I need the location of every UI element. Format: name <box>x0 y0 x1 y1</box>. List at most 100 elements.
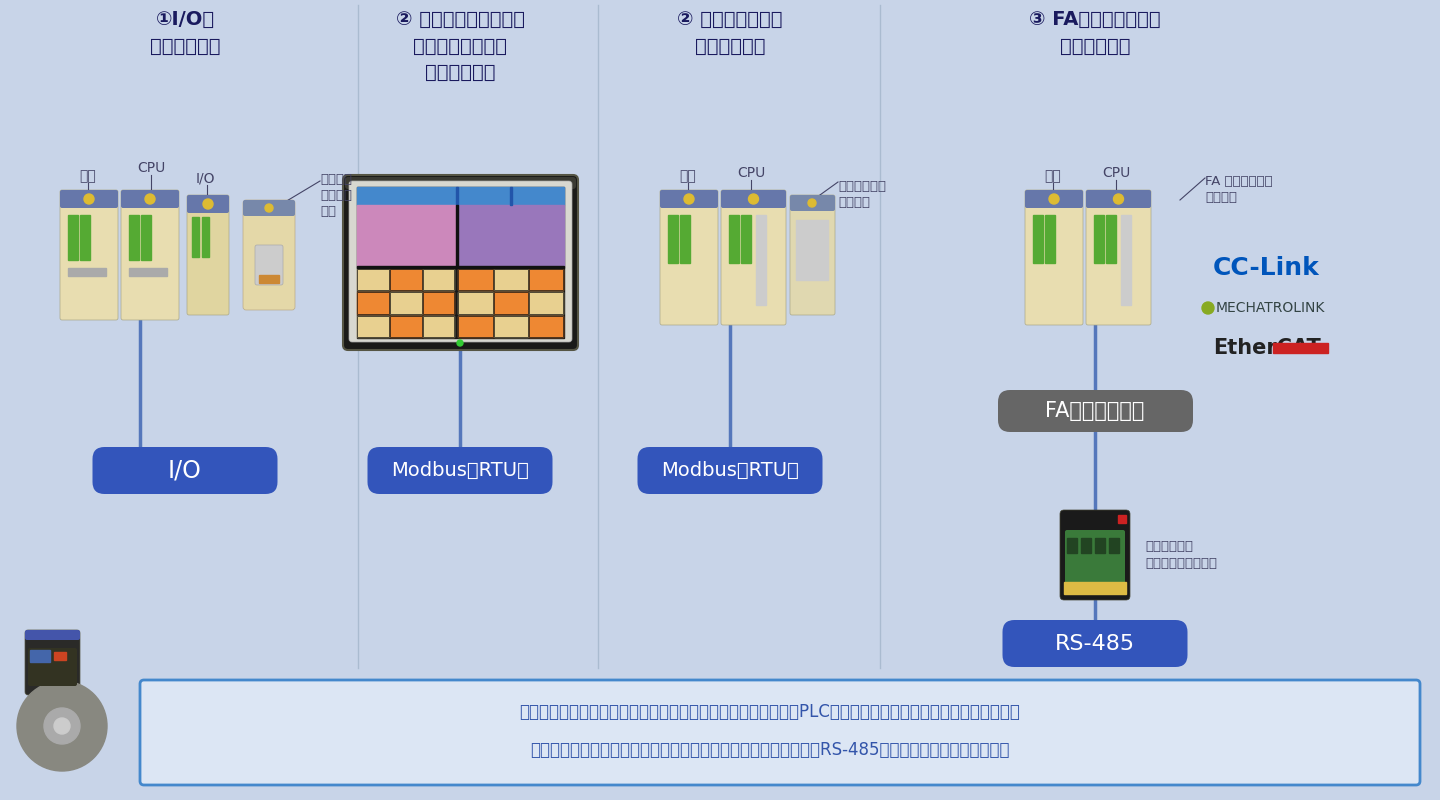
FancyBboxPatch shape <box>255 245 284 285</box>
FancyBboxPatch shape <box>660 190 719 208</box>
Bar <box>528 293 563 314</box>
Bar <box>494 316 528 338</box>
Bar <box>494 269 528 290</box>
Bar <box>528 316 563 338</box>
Bar <box>259 275 279 283</box>
Bar <box>422 316 455 338</box>
Bar <box>528 316 563 338</box>
Text: ③ FAネットワークで
制御する場合: ③ FAネットワークで 制御する場合 <box>1030 10 1161 55</box>
Circle shape <box>684 194 694 204</box>
Text: CPU: CPU <box>737 166 765 180</box>
Bar <box>458 205 564 266</box>
Text: EtherCAT.: EtherCAT. <box>1212 338 1325 358</box>
FancyBboxPatch shape <box>721 190 786 325</box>
Bar <box>422 293 455 314</box>
FancyBboxPatch shape <box>1060 510 1130 600</box>
Bar <box>680 215 690 263</box>
Bar <box>422 269 455 290</box>
Bar <box>456 187 458 205</box>
FancyBboxPatch shape <box>1025 190 1083 325</box>
Bar <box>1109 538 1119 553</box>
FancyBboxPatch shape <box>60 190 118 320</box>
Bar <box>1081 538 1092 553</box>
Bar <box>30 650 50 662</box>
Bar <box>494 293 528 314</box>
Text: Modbus（RTU）: Modbus（RTU） <box>392 461 528 480</box>
Bar <box>458 316 492 338</box>
Bar <box>494 316 528 338</box>
FancyBboxPatch shape <box>24 630 81 695</box>
Bar <box>357 293 389 314</box>
Bar <box>390 293 422 314</box>
Circle shape <box>17 681 107 771</box>
Text: ①I/Oで
制御する場合: ①I/Oで 制御する場合 <box>150 10 220 55</box>
Bar <box>390 269 422 290</box>
Circle shape <box>45 708 81 744</box>
FancyBboxPatch shape <box>791 195 835 315</box>
Bar <box>357 316 389 338</box>
Bar <box>528 269 563 290</box>
Bar <box>668 215 678 263</box>
FancyBboxPatch shape <box>121 190 179 320</box>
FancyBboxPatch shape <box>187 195 229 315</box>
FancyBboxPatch shape <box>121 190 179 208</box>
Text: CPU: CPU <box>1102 166 1130 180</box>
Bar <box>357 269 389 290</box>
FancyBboxPatch shape <box>1025 190 1083 208</box>
Bar <box>1067 538 1077 553</box>
Circle shape <box>456 340 464 346</box>
Bar <box>456 205 458 266</box>
Bar <box>1273 343 1328 353</box>
FancyBboxPatch shape <box>1002 620 1188 667</box>
Bar <box>458 293 492 314</box>
Bar <box>55 652 66 660</box>
Bar <box>742 215 752 263</box>
Bar <box>390 293 422 314</box>
Circle shape <box>1113 194 1123 204</box>
FancyBboxPatch shape <box>243 200 295 310</box>
FancyBboxPatch shape <box>1086 190 1151 208</box>
Bar <box>1064 582 1126 594</box>
Circle shape <box>1202 302 1214 314</box>
FancyBboxPatch shape <box>346 177 576 189</box>
Bar <box>1032 215 1043 263</box>
Bar <box>796 220 828 280</box>
Circle shape <box>203 199 213 209</box>
Bar <box>422 269 455 290</box>
Circle shape <box>808 199 816 207</box>
Circle shape <box>84 194 94 204</box>
Bar <box>357 269 389 290</box>
Bar <box>68 215 78 260</box>
FancyBboxPatch shape <box>343 175 577 350</box>
Text: FA ネットワーク
ユニット: FA ネットワーク ユニット <box>1205 175 1273 204</box>
Bar <box>458 269 492 290</box>
Bar <box>81 215 89 260</box>
FancyBboxPatch shape <box>998 390 1192 432</box>
Text: Modbus（RTU）: Modbus（RTU） <box>661 461 799 480</box>
Circle shape <box>265 204 274 212</box>
Bar <box>1094 215 1104 263</box>
Bar <box>729 215 739 263</box>
FancyBboxPatch shape <box>24 630 81 640</box>
FancyBboxPatch shape <box>60 190 118 208</box>
Bar <box>390 316 422 338</box>
Bar <box>528 293 563 314</box>
Bar <box>494 269 528 290</box>
FancyBboxPatch shape <box>660 190 719 325</box>
Text: ② シリアル通信で
制御する場合: ② シリアル通信で 制御する場合 <box>677 10 783 55</box>
Bar <box>422 293 455 314</box>
Text: RS-485: RS-485 <box>1056 634 1135 654</box>
Text: ② コンピュータまたは
タッチパネルから
制御する場合: ② コンピュータまたは タッチパネルから 制御する場合 <box>396 10 524 82</box>
Bar <box>357 187 564 205</box>
Text: 位置決め
ユニット
不要: 位置決め ユニット 不要 <box>320 173 351 218</box>
Bar <box>458 316 492 338</box>
Text: シリアル通信
ユニット: シリアル通信 ユニット <box>838 180 886 209</box>
Circle shape <box>749 194 759 204</box>
Bar <box>357 266 564 267</box>
Bar <box>357 205 456 266</box>
Bar <box>458 293 492 314</box>
Bar <box>528 269 563 290</box>
FancyBboxPatch shape <box>721 190 786 208</box>
Bar <box>141 215 151 260</box>
Bar <box>357 187 564 338</box>
